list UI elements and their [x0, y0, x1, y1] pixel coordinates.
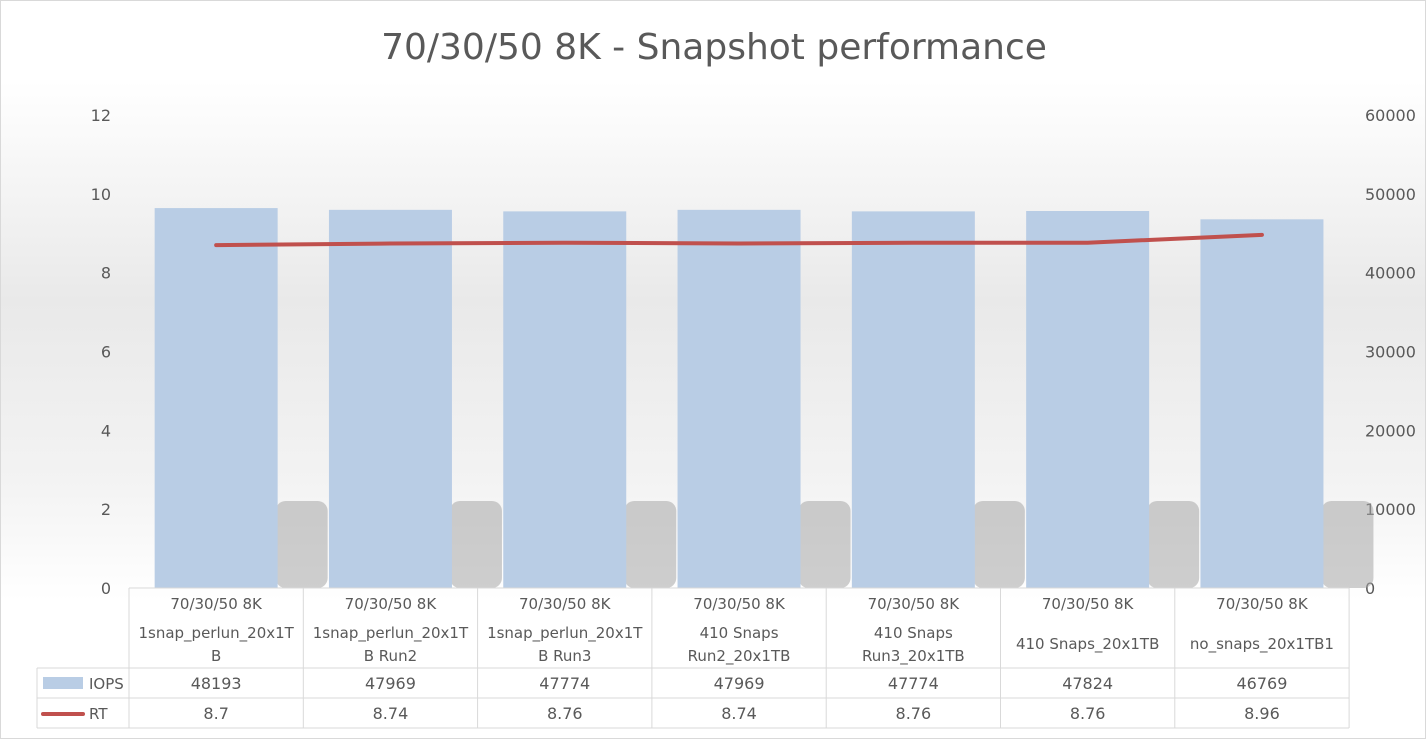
category-label: 70/30/50 8K: [345, 595, 438, 613]
iops-bar: [852, 211, 975, 588]
rt-value: 8.76: [896, 704, 932, 723]
category-label: 1snap_perlun_20x1T: [138, 624, 294, 643]
y-right-tick-label: 30000: [1365, 343, 1416, 362]
rt-value: 8.74: [721, 704, 757, 723]
iops-value: 47774: [888, 674, 939, 693]
category-label: 70/30/50 8K: [868, 595, 961, 613]
y-left-tick-label: 2: [101, 500, 111, 519]
bar-shadow: [276, 501, 328, 588]
iops-value: 47824: [1062, 674, 1113, 693]
rt-value: 8.76: [1070, 704, 1106, 723]
y-right-tick-label: 20000: [1365, 421, 1416, 440]
y-left-tick-label: 4: [101, 421, 111, 440]
iops-value: 48193: [191, 674, 242, 693]
category-label: 410 Snaps: [874, 624, 953, 642]
y-left-tick-label: 12: [91, 106, 111, 125]
y-right-tick-label: 50000: [1365, 185, 1416, 204]
iops-value: 46769: [1236, 674, 1287, 693]
rt-value: 8.74: [373, 704, 409, 723]
category-label: 70/30/50 8K: [170, 595, 263, 613]
category-label: 70/30/50 8K: [1216, 595, 1309, 613]
category-label: 1snap_perlun_20x1T: [487, 624, 643, 643]
category-label: 410 Snaps: [700, 624, 779, 642]
bar-shadow: [1321, 501, 1373, 588]
category-label: 70/30/50 8K: [693, 595, 786, 613]
y-left-tick-label: 8: [101, 264, 111, 283]
y-left-tick-label: 0: [101, 579, 111, 598]
bar-shadow: [799, 501, 851, 588]
iops-bar: [678, 210, 801, 588]
iops-value: 47969: [714, 674, 765, 693]
rt-value: 8.7: [203, 704, 228, 723]
rt-value: 8.76: [547, 704, 583, 723]
bar-shadow: [973, 501, 1025, 588]
bar-shadow: [624, 501, 676, 588]
iops-bar: [503, 211, 626, 588]
iops-bar: [1200, 219, 1323, 588]
y-left-tick-label: 6: [101, 343, 111, 362]
category-label: Run3_20x1TB: [862, 647, 965, 666]
iops-bar: [155, 208, 278, 588]
y-right-tick-label: 40000: [1365, 264, 1416, 283]
category-label: 70/30/50 8K: [519, 595, 612, 613]
category-label: 70/30/50 8K: [1042, 595, 1135, 613]
legend-iops-label: IOPS: [89, 675, 124, 693]
category-label: B Run2: [364, 647, 417, 665]
legend-iops-key: [43, 677, 83, 689]
category-label: 1snap_perlun_20x1T: [313, 624, 469, 643]
bar-shadow: [450, 501, 502, 588]
category-label: B Run3: [538, 647, 591, 665]
iops-bar: [329, 210, 452, 588]
iops-bar: [1026, 211, 1149, 588]
category-label: 410 Snaps_20x1TB: [1016, 635, 1159, 654]
y-right-tick-label: 60000: [1365, 106, 1416, 125]
y-left-tick-label: 10: [91, 185, 111, 204]
category-label: no_snaps_20x1TB1: [1190, 635, 1334, 654]
rt-value: 8.96: [1244, 704, 1280, 723]
legend-rt-label: RT: [89, 705, 108, 723]
bar-shadow: [1147, 501, 1199, 588]
category-label: Run2_20x1TB: [688, 647, 791, 666]
category-label: B: [211, 647, 221, 665]
iops-value: 47969: [365, 674, 416, 693]
iops-value: 47774: [539, 674, 590, 693]
